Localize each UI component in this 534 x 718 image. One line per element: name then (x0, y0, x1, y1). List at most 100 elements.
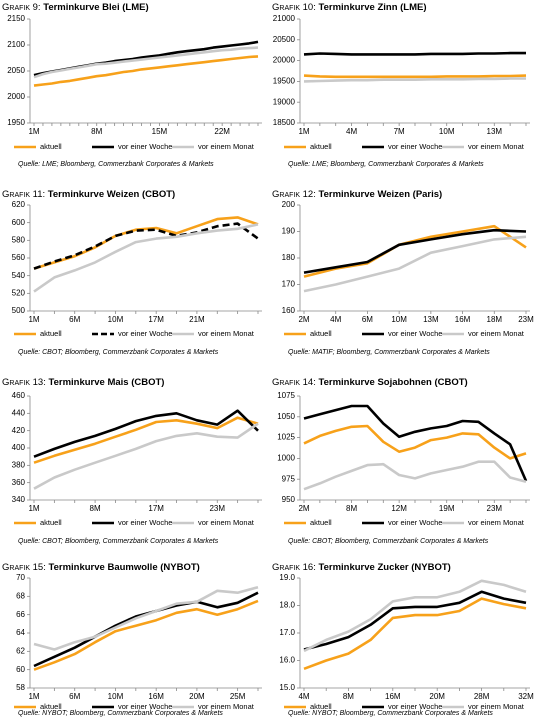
chart-source: Quelle: CBOT; Bloomberg, Commerzbank Cor… (18, 538, 219, 545)
chart-title: Grafik 12: Terminkurve Weizen (Paris) (272, 189, 442, 200)
series-line (303, 460, 527, 491)
chart-title-text: Terminkurve Weizen (Paris) (319, 189, 443, 200)
series-line (33, 591, 259, 668)
chart-title: Grafik 11: Terminkurve Weizen (CBOT) (2, 189, 175, 200)
chart-title: Grafik 10: Terminkurve Zinn (LME) (272, 2, 427, 13)
chart-title-text: Terminkurve Sojabohnen (CBOT) (319, 377, 468, 388)
chart-title-text: Terminkurve Baumwolle (NYBOT) (49, 562, 200, 573)
x-tick-label: 19M (439, 504, 455, 513)
x-tick-label: 10M (108, 315, 124, 324)
chart-label: Grafik 14: (272, 377, 316, 388)
chart-source: Quelle: CBOT; Bloomberg, Commerzbank Cor… (18, 349, 219, 356)
x-tick-label: 2M (298, 315, 309, 324)
series-line (33, 55, 259, 87)
legend-label: vor einem Monat (468, 142, 525, 151)
legend-label: vor einer Woche (118, 329, 172, 338)
chart-source: Quelle: NYBOT; Bloomberg, Commerzbank Co… (18, 710, 223, 717)
y-tick-label: 400 (12, 443, 26, 452)
x-tick-label: 22M (214, 127, 230, 136)
series-line (33, 422, 259, 490)
x-tick-label: 18M (487, 315, 503, 324)
chart-title-text: Terminkurve Zinn (LME) (319, 2, 427, 13)
x-tick-label: 17M (148, 504, 164, 513)
series-line (33, 585, 259, 651)
y-tick-label: 2050 (7, 66, 25, 75)
chart-label: Grafik 13: (2, 377, 46, 388)
x-tick-label: 23M (209, 504, 225, 513)
series-line (303, 424, 527, 460)
y-tick-label: 18.0 (279, 601, 295, 610)
y-tick-label: 600 (12, 218, 26, 227)
y-tick-label: 520 (12, 288, 26, 297)
x-tick-label: 20M (429, 692, 445, 701)
x-tick-label: 16M (455, 315, 471, 324)
legend-label: aktuell (310, 329, 332, 338)
y-tick-label: 20000 (273, 56, 296, 65)
x-tick-label: 4M (330, 315, 341, 324)
y-tick-label: 19000 (273, 97, 296, 106)
chart-source: Quelle: LME; Bloomberg, Commerzbank Corp… (288, 161, 484, 168)
legend-label: vor einer Woche (118, 518, 172, 527)
legend-label: aktuell (310, 702, 332, 711)
chart-title: Grafik 16: Terminkurve Zucker (NYBOT) (272, 562, 451, 573)
chart-source: Quelle: CBOT; Bloomberg, Commerzbank Cor… (288, 538, 489, 545)
y-tick-label: 1950 (7, 118, 25, 127)
series-line (303, 579, 527, 653)
chart-source: Quelle: NYBOT; Bloomberg, Commerzbank Co… (288, 710, 493, 717)
series-line (33, 409, 259, 458)
y-tick-label: 2000 (7, 92, 25, 101)
x-tick-label: 8M (343, 692, 354, 701)
y-tick-label: 440 (12, 408, 26, 417)
chart-label: Grafik 10: (272, 2, 316, 13)
chart-title-text: Terminkurve Blei (LME) (43, 2, 148, 13)
y-tick-label: 58 (16, 683, 25, 692)
y-tick-label: 19.0 (279, 573, 295, 582)
legend-label: vor einem Monat (198, 329, 255, 338)
y-tick-label: 950 (282, 495, 296, 504)
legend-label: aktuell (40, 329, 62, 338)
series-line (33, 222, 259, 270)
x-tick-label: 17M (148, 315, 164, 324)
legend-label: vor einem Monat (468, 518, 525, 527)
y-tick-label: 160 (282, 306, 296, 315)
y-tick-label: 70 (16, 573, 25, 582)
x-tick-label: 8M (346, 504, 357, 513)
x-tick-label: 21M (189, 315, 205, 324)
x-tick-label: 1M (28, 127, 39, 136)
x-tick-label: 13M (487, 127, 503, 136)
series-line (303, 597, 527, 671)
series-line (303, 590, 527, 651)
x-tick-label: 6M (69, 692, 80, 701)
y-tick-label: 460 (12, 391, 26, 400)
legend-label: vor einem Monat (468, 329, 525, 338)
x-tick-label: 10M (391, 315, 407, 324)
x-tick-label: 16M (148, 692, 164, 701)
x-tick-label: 6M (69, 315, 80, 324)
legend-label: vor einem Monat (468, 702, 525, 711)
legend-label: vor einem Monat (198, 518, 255, 527)
legend-label: vor einer Woche (388, 142, 442, 151)
legend-label: aktuell (40, 142, 62, 151)
series-line (33, 223, 259, 293)
chart-label: Grafik 12: (272, 189, 316, 200)
y-tick-label: 580 (12, 235, 26, 244)
y-tick-label: 68 (16, 591, 25, 600)
legend-label: vor einer Woche (118, 142, 172, 151)
y-tick-label: 190 (282, 227, 296, 236)
x-tick-label: 4M (298, 692, 309, 701)
legend-label: aktuell (310, 142, 332, 151)
series-line (303, 51, 526, 56)
y-tick-label: 1025 (277, 433, 295, 442)
y-tick-label: 420 (12, 426, 26, 435)
x-tick-label: 10M (108, 692, 124, 701)
y-tick-label: 18500 (273, 118, 296, 127)
y-tick-label: 2100 (7, 40, 25, 49)
series-line (33, 599, 259, 671)
y-tick-label: 62 (16, 646, 25, 655)
x-tick-label: 20M (189, 692, 205, 701)
series-line (303, 74, 527, 79)
y-tick-label: 200 (282, 200, 296, 209)
chart-title-text: Terminkurve Mais (CBOT) (49, 377, 165, 388)
x-tick-label: 23M (487, 504, 503, 513)
